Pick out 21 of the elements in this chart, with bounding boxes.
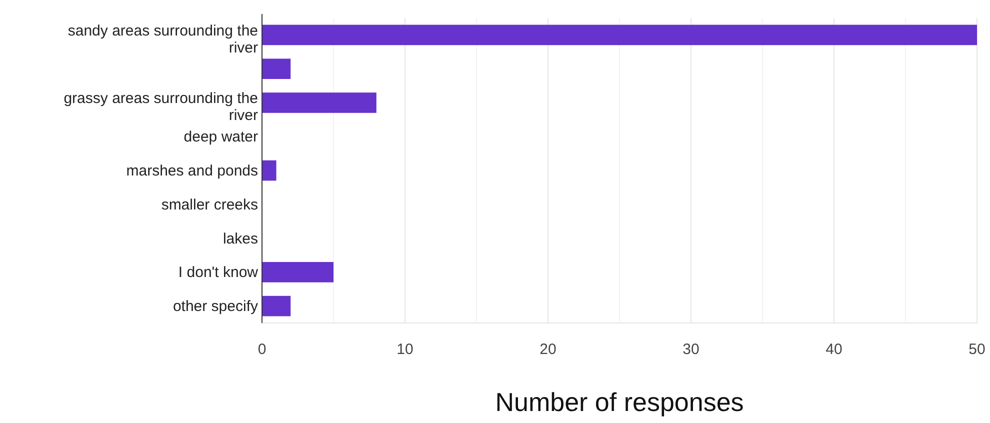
x-tick-label: 20 (540, 341, 556, 358)
x-axis-title: Number of responses (495, 387, 744, 417)
y-tick-label: I don't know (178, 264, 258, 282)
x-tick-label: 0 (258, 341, 266, 358)
y-tick-label: sandy areas surrounding the river (68, 22, 258, 56)
bar (262, 296, 291, 316)
y-tick-label: smaller creeks (161, 196, 258, 214)
x-tick-label: 40 (826, 341, 842, 358)
bar (262, 160, 276, 181)
y-tick-label: grassy areas surrounding the river (64, 90, 258, 124)
y-tick-label: other specify (172, 298, 258, 316)
bar (262, 262, 334, 282)
x-tick-label: 50 (968, 341, 986, 358)
x-tick-label: 10 (396, 341, 414, 358)
y-tick-label: lakes (222, 230, 258, 248)
y-tick-label: deep water (184, 128, 258, 146)
x-tick-label: 30 (682, 341, 700, 358)
bar (262, 24, 977, 46)
bar (262, 92, 376, 113)
bar (262, 58, 291, 79)
y-tick-label: marshes and ponds (126, 162, 258, 180)
